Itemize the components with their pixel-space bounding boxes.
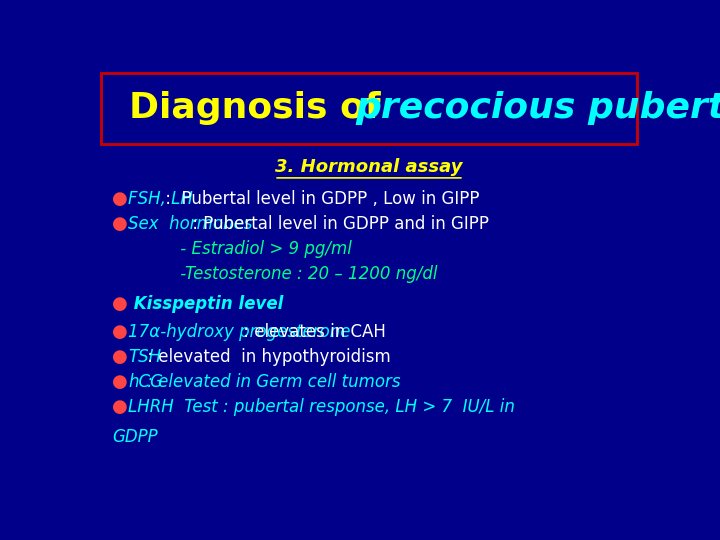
Text: ●: ● [112,190,128,208]
Text: LHRH  Test : pubertal response, LH > 7  IU/L in: LHRH Test : pubertal response, LH > 7 IU… [128,397,515,416]
Text: Kisspeptin level: Kisspeptin level [128,295,283,313]
Text: Sex  hormones: Sex hormones [128,214,252,233]
Text: - Estradiol > 9 pg/ml: - Estradiol > 9 pg/ml [112,240,352,258]
Text: ●: ● [112,295,128,313]
Text: : Pubertal level in GDPP and in GIPP: : Pubertal level in GDPP and in GIPP [187,214,490,233]
Text: ●: ● [112,348,128,366]
Text: -Testosterone : 20 – 1200 ng/dl: -Testosterone : 20 – 1200 ng/dl [112,265,438,282]
Text: :  Pubertal level in GDPP , Low in GIPP: : Pubertal level in GDPP , Low in GIPP [160,190,480,208]
Text: GDPP: GDPP [112,428,158,446]
FancyBboxPatch shape [101,73,637,144]
Text: precocious puberty: precocious puberty [355,91,720,125]
Text: ●: ● [112,373,128,390]
Text: Diagnosis of: Diagnosis of [129,91,393,125]
Text: FSH, LH: FSH, LH [128,190,193,208]
Text: 17α-hydroxy progesterone: 17α-hydroxy progesterone [128,323,351,341]
Text: ●: ● [112,323,128,341]
Text: : elevated  in hypothyroidism: : elevated in hypothyroidism [142,348,390,366]
Text: 3. Hormonal assay: 3. Hormonal assay [275,158,463,176]
Text: ●: ● [112,214,128,233]
Text: : elevates in CAH: : elevates in CAH [238,323,386,341]
Text: TSH: TSH [128,348,161,366]
Text: hCG: hCG [128,373,163,390]
Text: : elevated in Germ cell tumors: : elevated in Germ cell tumors [142,373,400,390]
Text: ●: ● [112,397,128,416]
